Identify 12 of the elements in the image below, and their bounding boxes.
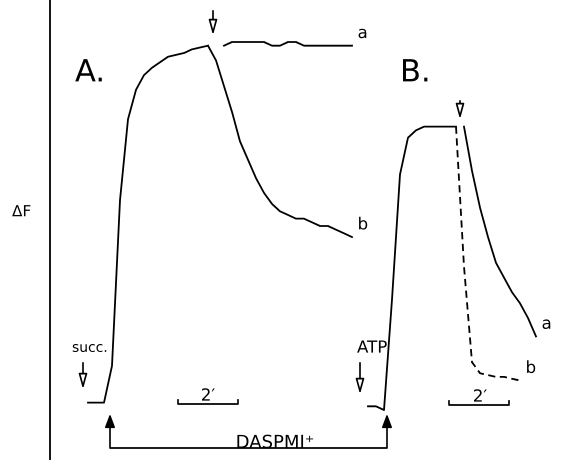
annotation: A. [75, 59, 102, 82]
annotation: B. [403, 59, 428, 82]
y-axis-title: ΔF [12, 205, 30, 216]
annotation: 2′ [202, 388, 215, 401]
annotation: 2′ [474, 389, 487, 402]
text: DASPMI⁺ [237, 434, 314, 448]
series-label: b [359, 216, 368, 230]
annotation: ATP [357, 340, 387, 353]
series-label: a [542, 319, 550, 330]
series-label: a [358, 28, 366, 38]
series-label: b [527, 360, 536, 374]
annotation: succ. [72, 344, 106, 352]
